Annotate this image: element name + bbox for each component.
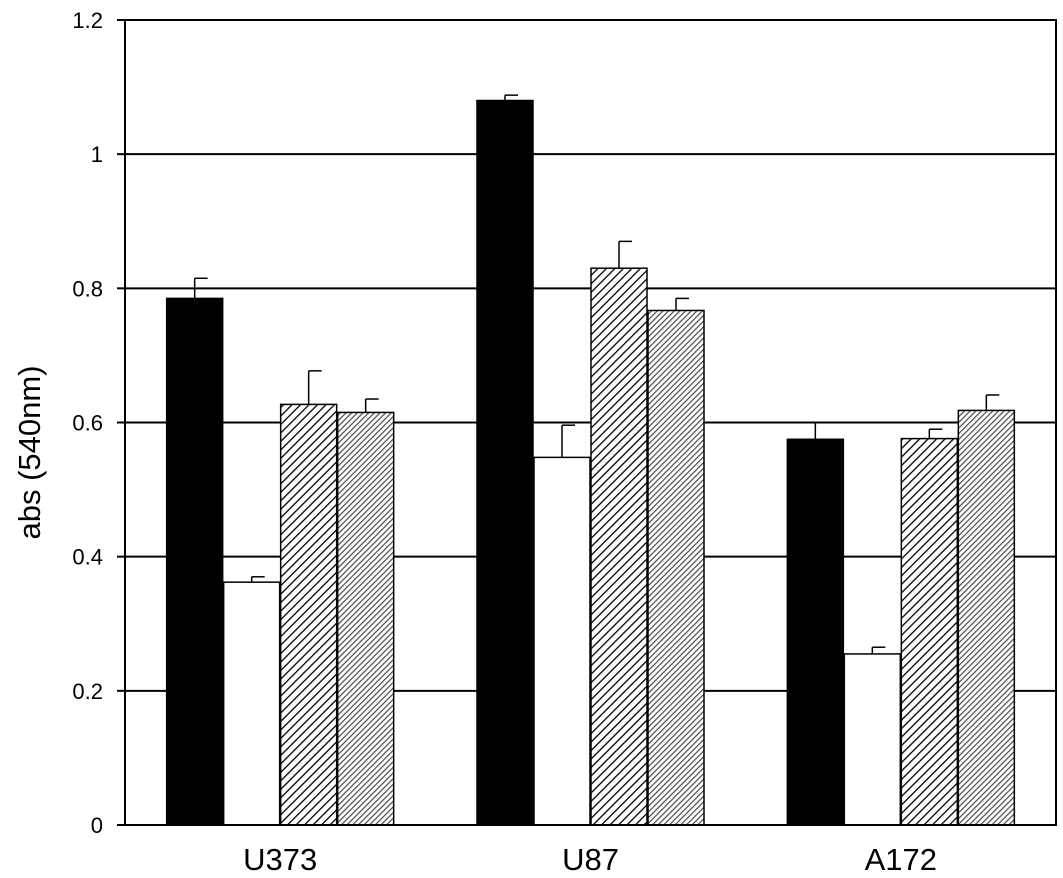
bar-u373-3 [279,403,338,826]
bar-u87-2 [533,456,591,826]
bar-a172-2 [843,653,902,826]
y-tick-label: 0 [91,813,103,838]
bar-u373-1 [165,297,224,826]
bar-u373-2 [222,581,281,826]
x-axis-labels: U373 U87 A172 [243,842,937,877]
bar-u87-4 [647,309,705,826]
y-tick-label: 0.2 [72,679,103,704]
x-category-label: A172 [865,842,937,877]
x-category-label: U87 [562,842,619,877]
y-tick-label: 1 [91,142,103,167]
y-tick-label: 0.6 [72,411,103,436]
bar-a172-4 [957,409,1016,826]
y-tick-label: 1.2 [72,8,103,33]
y-axis-title: abs (540nm) [12,365,47,539]
bar-a172-1 [786,438,845,826]
bar-u373-4 [336,411,395,826]
bars [165,99,1016,826]
y-axis-ticks: 0 0.2 0.4 0.6 0.8 1 1.2 [72,8,125,838]
error-bars [193,94,1000,654]
bar-u87-1 [476,99,534,826]
x-category-label: U373 [243,842,317,877]
bar-u87-3 [590,267,648,826]
y-tick-label: 0.4 [72,545,103,570]
bar-a172-3 [900,437,959,826]
y-tick-label: 0.8 [72,276,103,301]
